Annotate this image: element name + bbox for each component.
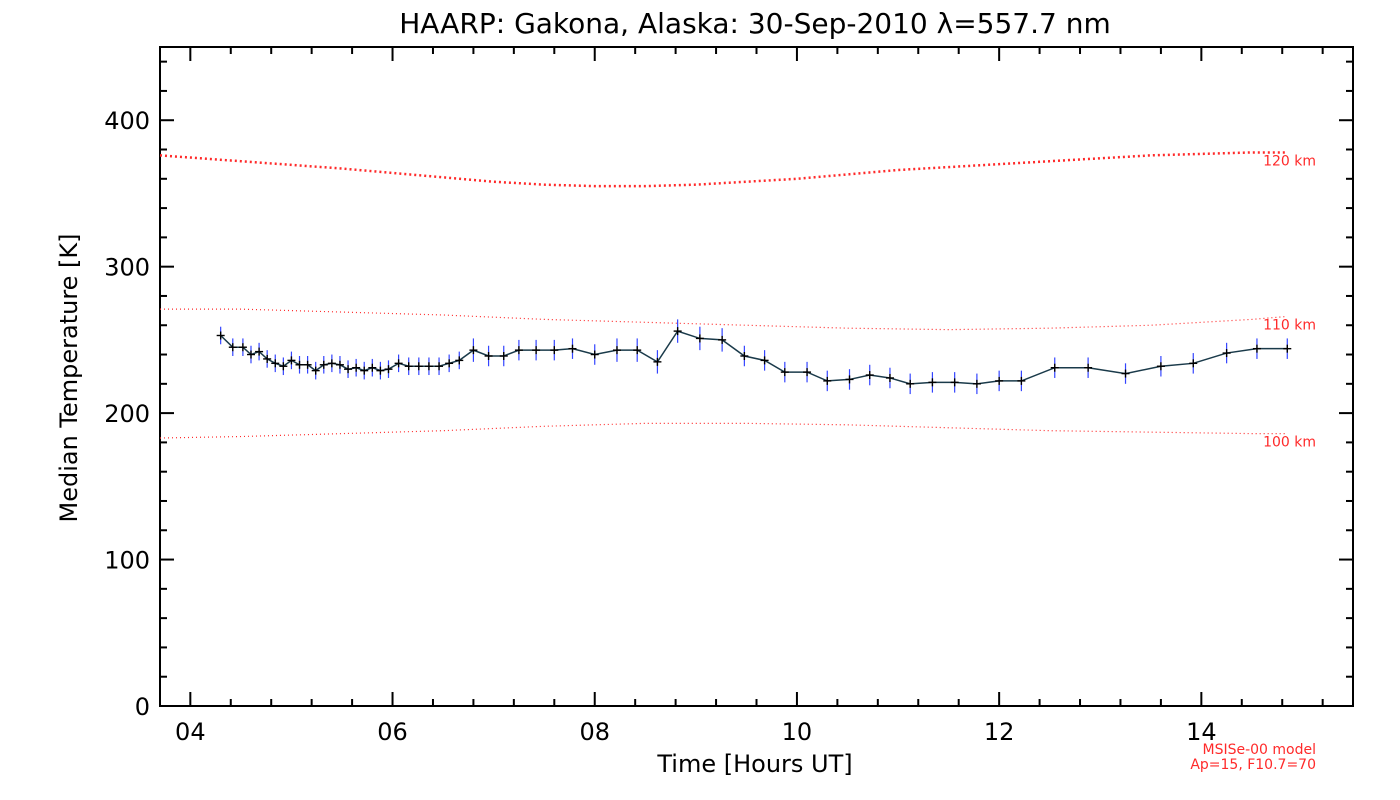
model-curves: 120 km 110 km 100 km <box>159 151 1316 451</box>
y-tick-label: 200 <box>104 400 150 428</box>
x-tick-label: 06 <box>377 718 408 746</box>
model-note-line-2: Ap=15, F10.7=70 <box>1190 757 1316 773</box>
y-tick-label: 100 <box>104 547 150 575</box>
y-axis-label: Median Temperature [K] <box>55 233 83 522</box>
x-axis-label: Time [Hours UT] <box>656 750 852 778</box>
x-tick-label: 10 <box>782 718 813 746</box>
series-line <box>220 330 1288 385</box>
x-tick-label: 04 <box>175 718 206 746</box>
axes: 04 06 08 10 12 14 0 100 200 300 400 <box>104 46 1354 746</box>
data-series <box>216 319 1292 395</box>
model-curve-label: 100 km <box>1263 435 1316 451</box>
y-tick-label: 400 <box>104 107 150 135</box>
x-tick-label: 08 <box>579 718 610 746</box>
y-tick-label: 300 <box>104 254 150 282</box>
x-tick-label: 14 <box>1186 718 1217 746</box>
model-curve-label: 110 km <box>1263 317 1316 333</box>
model-curve <box>159 151 1288 188</box>
x-tick-label: 12 <box>984 718 1015 746</box>
y-tick-label: 0 <box>135 693 150 721</box>
model-note-line-1: MSISe-00 model <box>1202 742 1316 758</box>
model-curve-label: 120 km <box>1263 153 1316 169</box>
chart-title: HAARP: Gakona, Alaska: 30-Sep-2010 λ=557… <box>399 7 1111 40</box>
